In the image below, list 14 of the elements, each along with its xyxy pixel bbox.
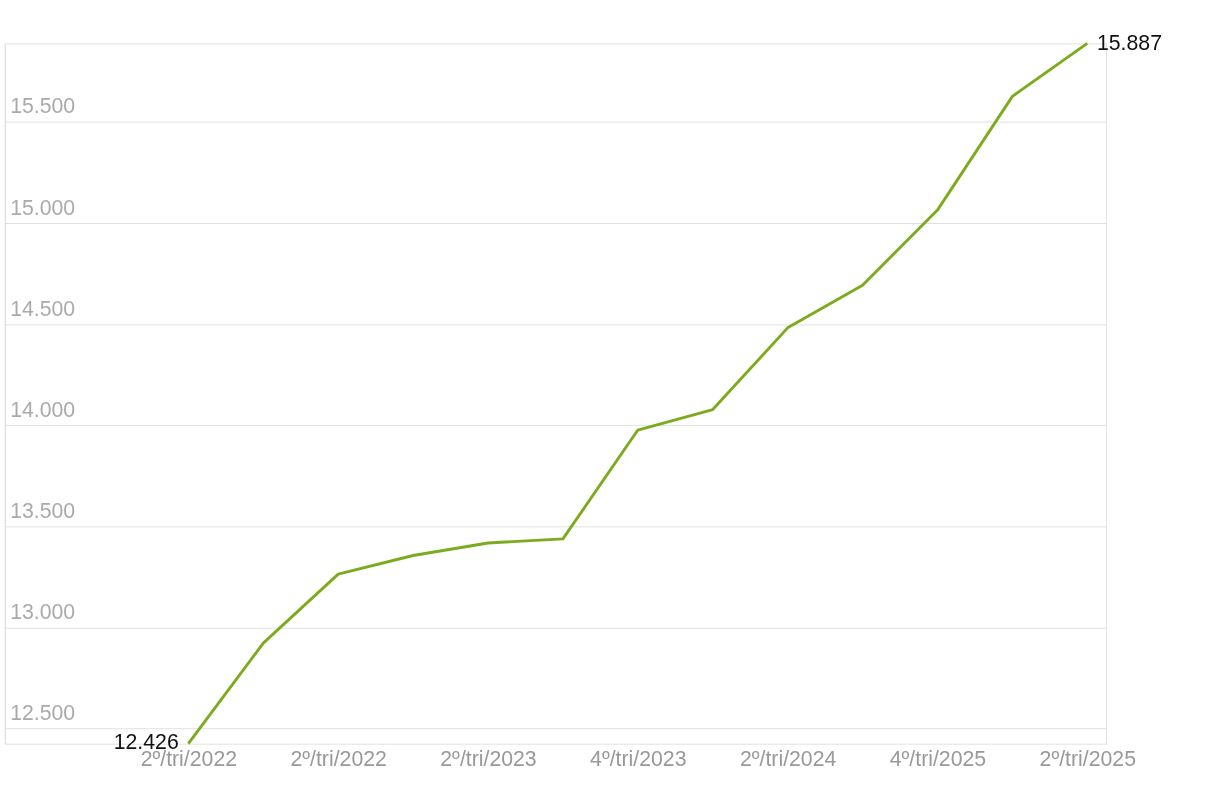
y-tick-label: 15.500 bbox=[10, 94, 76, 119]
x-tick-label: 4º/tri/2023 bbox=[590, 747, 687, 772]
y-tick-label: 13.500 bbox=[10, 499, 76, 524]
y-tick-label: 12.500 bbox=[10, 701, 76, 726]
x-tick-label: 2º/tri/2025 bbox=[1039, 747, 1136, 772]
x-tick-label: 2º/tri/2024 bbox=[739, 747, 837, 772]
x-tick-label: 2º/tri/2022 bbox=[290, 747, 387, 772]
y-tick-label: 14.000 bbox=[10, 397, 76, 422]
y-tick-label: 13.000 bbox=[10, 600, 76, 625]
y-tick-label: 14.500 bbox=[10, 296, 76, 321]
data-label: 15.887 bbox=[1096, 31, 1162, 56]
y-tick-label: 15.000 bbox=[10, 195, 76, 220]
x-tick-label: 4º/tri/2025 bbox=[889, 747, 987, 772]
x-tick-label: 2º/tri/2023 bbox=[440, 747, 537, 772]
